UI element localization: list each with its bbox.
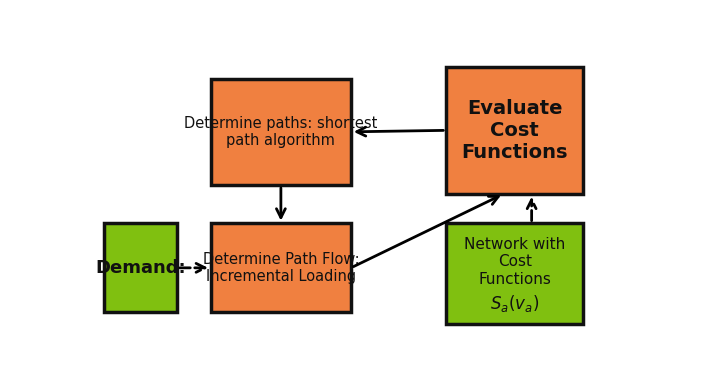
Text: Determine Path Flow:
Incremental Loading: Determine Path Flow: Incremental Loading bbox=[202, 252, 359, 284]
FancyBboxPatch shape bbox=[211, 79, 351, 185]
FancyBboxPatch shape bbox=[446, 67, 583, 194]
Text: Network with
Cost
Functions: Network with Cost Functions bbox=[464, 237, 565, 287]
Text: Determine paths: shortest
path algorithm: Determine paths: shortest path algorithm bbox=[184, 116, 377, 148]
Text: Demand:: Demand: bbox=[95, 259, 186, 277]
FancyBboxPatch shape bbox=[104, 223, 177, 312]
FancyBboxPatch shape bbox=[446, 223, 583, 324]
FancyBboxPatch shape bbox=[211, 223, 351, 312]
Text: Evaluate
Cost
Functions: Evaluate Cost Functions bbox=[461, 99, 568, 162]
Text: $S_a(v_a)$: $S_a(v_a)$ bbox=[490, 293, 539, 314]
